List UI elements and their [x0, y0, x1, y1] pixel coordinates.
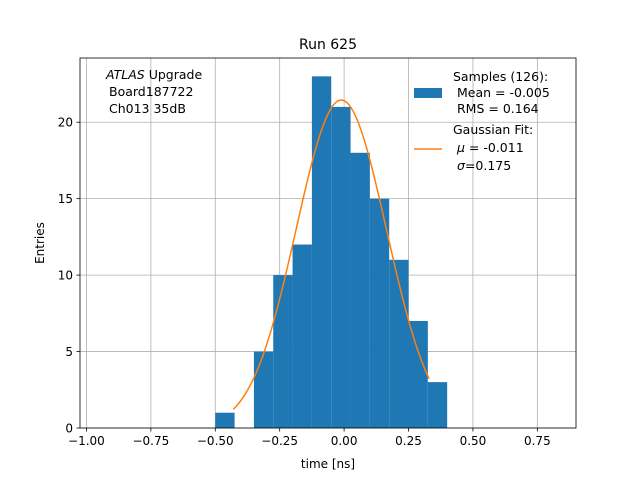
- x-tick-label: −0.75: [132, 434, 169, 448]
- y-tick-label: 5: [65, 345, 73, 359]
- y-tick-label: 15: [58, 192, 73, 206]
- x-axis-label: time [ns]: [301, 457, 355, 471]
- gaussian-fit-curve: [232, 99, 430, 410]
- legend-fit-title: Gaussian Fit:: [453, 122, 533, 137]
- chart-title: Run 625: [299, 37, 357, 53]
- x-tick-label: 0.50: [460, 434, 487, 448]
- y-tick-label: 10: [58, 269, 73, 283]
- histogram-bar: [331, 106, 351, 428]
- y-tick-label: 20: [58, 116, 73, 130]
- histogram-bar: [292, 244, 312, 428]
- legend-samples-rms: RMS = 0.164: [457, 101, 539, 116]
- x-tick-label: −0.25: [261, 434, 298, 448]
- y-axis-label: Entries: [33, 222, 47, 264]
- atlas-label: ATLAS Upgrade: [105, 67, 202, 82]
- histogram-bar: [311, 76, 332, 428]
- x-tick-label: −0.50: [197, 434, 234, 448]
- y-tick-label: 0: [65, 422, 73, 436]
- x-tick-label: 0.00: [331, 434, 358, 448]
- x-axis-ticks: −1.00 −0.75 −0.50 −0.25 0.00 0.25 0.50 0.75: [68, 428, 551, 448]
- legend-fit-mu: μ = -0.011: [456, 140, 524, 155]
- y-axis-ticks: 0 5 10 15 20: [58, 116, 80, 436]
- histogram-bar: [427, 382, 448, 428]
- histogram-bar: [215, 412, 235, 428]
- atlas-annotation: ATLAS Upgrade Board187722 Ch013 35dB: [105, 67, 202, 116]
- x-tick-label: 0.75: [524, 434, 551, 448]
- x-tick-label: −1.00: [68, 434, 105, 448]
- histogram-bar: [408, 320, 428, 428]
- board-label: Board187722: [109, 84, 193, 99]
- histogram-bar: [273, 275, 293, 428]
- histogram-bar: [253, 351, 274, 428]
- legend-samples-title: Samples (126):: [453, 69, 548, 84]
- x-tick-label: 0.25: [395, 434, 422, 448]
- histogram-bar: [350, 152, 370, 428]
- histogram-bar: [369, 198, 390, 428]
- channel-label: Ch013 35dB: [109, 101, 186, 116]
- legend: Samples (126): Mean = -0.005 RMS = 0.164…: [414, 69, 550, 173]
- plot-frame: [79, 57, 577, 429]
- legend-samples-swatch: [414, 88, 442, 98]
- legend-fit-sigma: σ=0.175: [457, 158, 511, 173]
- legend-samples-mean: Mean = -0.005: [457, 85, 550, 100]
